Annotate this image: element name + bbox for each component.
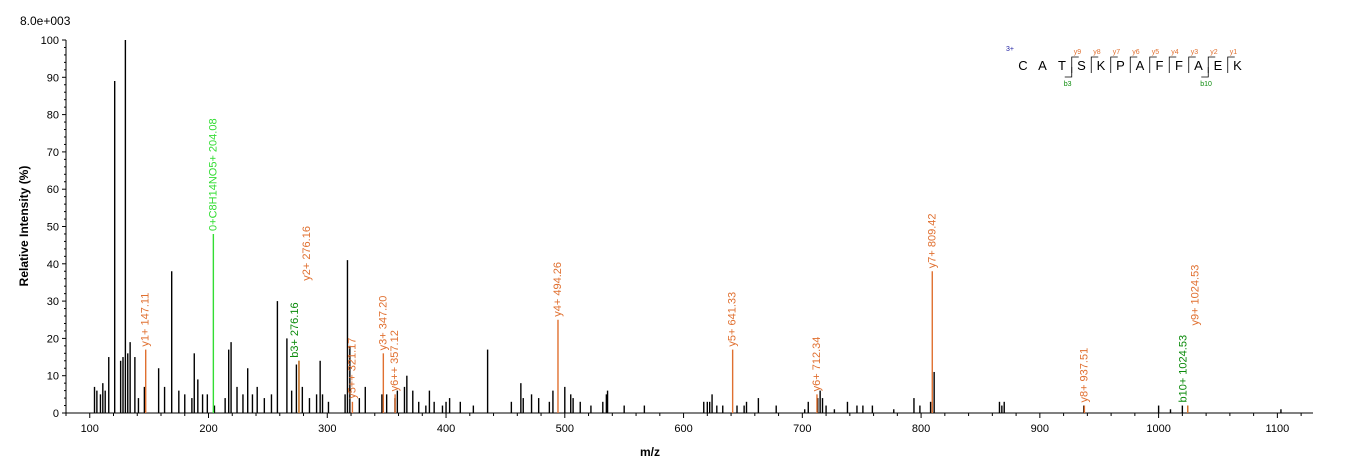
peaks <box>93 40 1282 413</box>
x-tick-label: 1000 <box>1146 423 1170 435</box>
y-ion-label: y3 <box>1191 49 1199 56</box>
peak-label: y7+ 809.42 <box>926 214 938 269</box>
b-ion-label: b10 <box>1200 81 1212 88</box>
y-ion-label: y6 <box>1132 49 1140 56</box>
y-ion-marker <box>1188 56 1196 73</box>
y-tick-label: 40 <box>47 259 59 271</box>
peak-label: b3+ 276.16 <box>289 302 301 357</box>
residue: A <box>1194 58 1203 73</box>
peak-label: 0+C8H14NO5+ 204.08 <box>207 118 219 231</box>
charge-state: 3+ <box>1006 46 1014 53</box>
residue: T <box>1058 58 1066 73</box>
x-tick-label: 500 <box>556 423 574 435</box>
y-ion-label: y5 <box>1152 49 1160 56</box>
x-tick-label: 600 <box>674 423 692 435</box>
peak-label: y2+ 276.16 <box>301 226 313 281</box>
y-ion-label: y1 <box>1230 49 1238 56</box>
residue: A <box>1136 58 1145 73</box>
y-tick-label: 60 <box>47 184 59 196</box>
y-tick-label: 80 <box>47 110 59 122</box>
y-tick-label: 20 <box>47 333 59 345</box>
x-tick-label: 300 <box>318 423 336 435</box>
residue: F <box>1175 58 1183 73</box>
peak-label: y5+ 641.33 <box>727 292 739 347</box>
y-ion-label: y2 <box>1210 49 1218 56</box>
b-ion-marker <box>1064 67 1073 78</box>
x-tick-label: 100 <box>81 423 99 435</box>
x-tick-label: 700 <box>793 423 811 435</box>
y-ion-label: y8 <box>1093 49 1101 56</box>
b-ion-marker <box>1201 67 1209 78</box>
y-tick-label: 0 <box>53 408 59 420</box>
y-ion-marker <box>1129 56 1138 73</box>
y-ion-marker <box>1168 56 1177 73</box>
residue: S <box>1077 58 1086 73</box>
y-ion-label: y9 <box>1074 49 1082 56</box>
y-tick-label: 50 <box>47 222 59 234</box>
y-ion-marker <box>1227 56 1235 73</box>
y-tick-label: 30 <box>47 296 59 308</box>
max-intensity-label: 8.0e+003 <box>20 14 71 28</box>
residue: K <box>1233 58 1242 73</box>
x-tick-label: 1100 <box>1266 423 1290 435</box>
peak-label: b10+ 1024.53 <box>1178 335 1190 403</box>
peak-label: y4+ 494.26 <box>552 262 564 317</box>
y-ion-label: y4 <box>1171 49 1179 56</box>
peak-label: y3+ 347.20 <box>377 296 389 351</box>
y-ion-marker <box>1110 56 1118 73</box>
y-tick-label: 70 <box>47 147 59 159</box>
peak-label: y5++ 321.17 <box>346 338 358 399</box>
residue: C <box>1018 58 1027 73</box>
y-tick-label: 10 <box>47 371 59 383</box>
axes: 0 10 20 30 40 50 60 70 80 90 100 100 200 300 400 500 600… <box>41 35 1313 435</box>
b-ion-label: b3 <box>1064 81 1072 88</box>
x-tick-label: 400 <box>437 423 455 435</box>
peak-label: y9+ 1024.53 <box>1190 265 1202 326</box>
residue: F <box>1156 58 1164 73</box>
x-axis-title: m/z <box>640 445 660 459</box>
peak-label: y6+ 712.34 <box>811 337 823 392</box>
x-tick-label: 200 <box>199 423 217 435</box>
residue: A <box>1038 58 1047 73</box>
x-tick-label: 800 <box>912 423 930 435</box>
y-tick-label: 90 <box>47 72 59 84</box>
y-ion-label: y7 <box>1113 49 1121 56</box>
y-ion-marker <box>1149 56 1157 73</box>
y-ion-marker <box>1090 56 1099 73</box>
peak-label: y1+ 147.11 <box>140 293 152 347</box>
peak-annotations: y1+ 147.11 0+C8H14NO5+ 204.08 b3+ 276.16 y2… <box>140 118 1202 413</box>
x-tick-label: 900 <box>1031 423 1049 435</box>
y-tick-label: 100 <box>41 35 59 47</box>
peak-label: y8+ 937.51 <box>1078 348 1090 403</box>
residue: P <box>1116 58 1125 73</box>
residue: K <box>1097 58 1106 73</box>
peak-label: y6++ 357.12 <box>389 330 401 391</box>
residue: E <box>1214 58 1223 73</box>
y-axis-title: Relative Intensity (%) <box>17 166 31 287</box>
